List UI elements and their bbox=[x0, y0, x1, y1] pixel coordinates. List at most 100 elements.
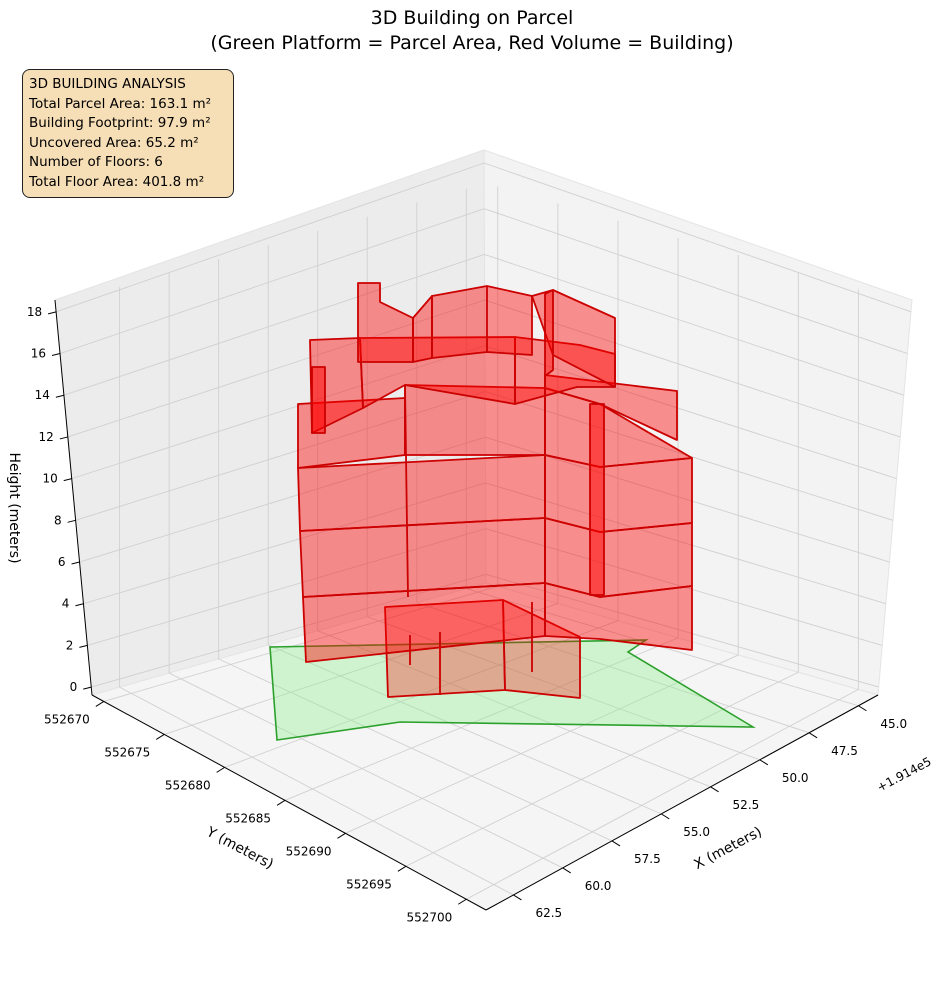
z-tick-mark bbox=[47, 311, 57, 315]
axis-panes bbox=[54, 149, 913, 911]
grid-line bbox=[405, 671, 799, 867]
z-axis-label: Height (meters) bbox=[6, 452, 22, 563]
axis-lines bbox=[54, 299, 879, 911]
z-tick-mark bbox=[63, 478, 72, 482]
grid-line bbox=[416, 602, 810, 734]
grid-line bbox=[485, 573, 879, 688]
y-tick-mark bbox=[397, 865, 407, 872]
z-tick-label: 10 bbox=[42, 472, 57, 486]
grid-line bbox=[484, 253, 904, 396]
grid-line bbox=[484, 208, 908, 354]
x-tick-mark bbox=[858, 705, 867, 712]
y-tick-label: 552670 bbox=[44, 712, 90, 726]
z-axis-line bbox=[54, 299, 93, 696]
y-tick-label: 552690 bbox=[286, 844, 332, 858]
y-axis-label: Y (meters) bbox=[203, 824, 276, 873]
grid-line bbox=[71, 345, 486, 480]
grid-line bbox=[485, 482, 886, 605]
z-tick-label: 0 bbox=[70, 680, 78, 694]
y-tick-mark bbox=[155, 733, 165, 740]
x-tick-mark bbox=[661, 813, 670, 820]
info-line: Total Parcel Area: 163.1 m² bbox=[29, 95, 212, 112]
building-face bbox=[359, 336, 516, 409]
x-tick-mark bbox=[710, 786, 719, 793]
x-tick-label: 50.0 bbox=[782, 771, 809, 785]
grid-line bbox=[284, 637, 679, 801]
z-tick-mark bbox=[75, 603, 84, 607]
building-face bbox=[502, 599, 581, 699]
grid-line bbox=[59, 208, 485, 354]
chart-subtitle: (Green Platform = Parcel Area, Red Volum… bbox=[210, 32, 734, 54]
grid-line bbox=[91, 573, 487, 688]
z-tick-label: 18 bbox=[27, 305, 42, 319]
grid-line bbox=[224, 620, 619, 768]
x-axis-line bbox=[485, 694, 879, 911]
grid-line bbox=[345, 654, 739, 834]
grid-line bbox=[466, 689, 859, 900]
z-tick-mark bbox=[71, 561, 80, 565]
y-tick-label: 552675 bbox=[104, 745, 150, 759]
grid-line bbox=[164, 603, 559, 735]
info-line: Number of Floors: 6 bbox=[29, 154, 163, 170]
grid-line bbox=[483, 162, 912, 313]
z-tick-label: 14 bbox=[35, 388, 50, 402]
building-face bbox=[544, 289, 554, 377]
grid-line bbox=[119, 686, 514, 896]
x-tick-label: 52.5 bbox=[733, 798, 760, 812]
grid-line bbox=[168, 672, 563, 869]
z-tick-label: 2 bbox=[66, 638, 74, 652]
x-offset-label: +1.914e5 bbox=[875, 754, 934, 794]
grid-line bbox=[55, 162, 485, 313]
grid-line bbox=[83, 482, 486, 605]
z-tick-mark bbox=[55, 394, 65, 398]
z-tick-label: 16 bbox=[31, 347, 46, 361]
building-volume bbox=[297, 282, 693, 699]
z-tick-label: 12 bbox=[39, 430, 54, 444]
info-line: Building Footprint: 97.9 m² bbox=[29, 115, 211, 131]
axis-ticks: 0 2 4 6 8 10 12 14 16 18 45.0 47.5 50.0 52.5 55.0 57.5 6… bbox=[27, 305, 907, 924]
info-line: Uncovered Area: 65.2 m² bbox=[29, 134, 199, 151]
building-face bbox=[311, 366, 326, 434]
grid-line bbox=[79, 436, 486, 563]
x-tick-mark bbox=[611, 840, 621, 847]
grid-line bbox=[484, 299, 901, 438]
building-face bbox=[431, 285, 533, 359]
analysis-info-box: 3D BUILDING ANALYSIS Total Parcel Area: … bbox=[22, 69, 234, 198]
z-tick-mark bbox=[59, 436, 68, 440]
z-tick-mark bbox=[67, 519, 76, 523]
chart-title: 3D Building on Parcel bbox=[370, 7, 574, 29]
z-tick-mark bbox=[83, 686, 92, 690]
y-tick-mark bbox=[216, 766, 225, 773]
grid-line bbox=[87, 528, 486, 646]
building-face bbox=[589, 403, 605, 596]
grid-line bbox=[367, 616, 760, 761]
grid-line bbox=[317, 630, 711, 788]
x-tick-label: 62.5 bbox=[535, 906, 562, 920]
grid-line bbox=[267, 644, 662, 815]
info-line: 3D BUILDING ANALYSIS bbox=[29, 76, 186, 92]
y-tick-label: 552695 bbox=[346, 877, 392, 891]
grid-line bbox=[103, 585, 498, 702]
y-tick-mark bbox=[276, 799, 286, 806]
y-tick-label: 552680 bbox=[165, 778, 211, 792]
x-tick-mark bbox=[513, 894, 522, 901]
z-tick-label: 4 bbox=[62, 597, 70, 611]
z-tick-mark bbox=[79, 644, 88, 648]
x-tick-mark bbox=[562, 867, 571, 874]
building-edge bbox=[404, 384, 409, 598]
x-tick-label: 45.0 bbox=[880, 717, 907, 731]
z-tick-mark bbox=[51, 353, 61, 357]
building-face bbox=[544, 454, 693, 533]
x-tick-mark bbox=[808, 732, 818, 739]
y-tick-mark bbox=[337, 832, 346, 839]
y-axis-line bbox=[91, 694, 487, 911]
x-tick-label: 47.5 bbox=[831, 744, 858, 758]
x-tick-label: 57.5 bbox=[634, 852, 661, 866]
grid-line bbox=[67, 299, 485, 438]
info-line: Total Floor Area: 401.8 m² bbox=[29, 173, 205, 190]
y-tick-label: 552700 bbox=[406, 910, 452, 924]
grid-line bbox=[63, 253, 485, 396]
y-tick-mark bbox=[95, 701, 105, 707]
z-tick-label: 8 bbox=[54, 513, 62, 527]
